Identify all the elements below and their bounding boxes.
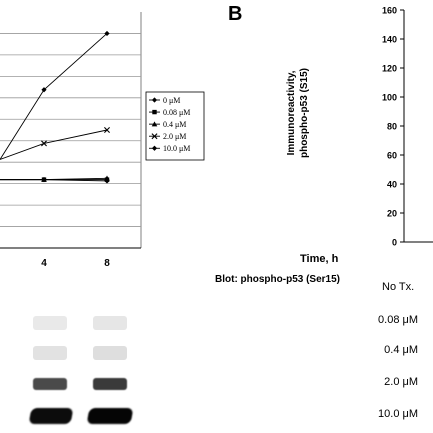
dose-label-0-08: 0.08 μM: [378, 314, 418, 326]
blot-title: Blot: phospho-p53 (Ser15): [215, 274, 341, 285]
data-point-marker: [151, 121, 158, 127]
blot-band: [28, 408, 74, 424]
data-point-marker: [104, 30, 110, 37]
no-tx-label: No Tx.: [382, 281, 415, 293]
blot-band: [93, 316, 127, 330]
panel-b-y-tick-label: 80: [387, 122, 397, 132]
x-tick-label: 4: [41, 258, 47, 269]
panel-a-series: [0, 30, 110, 184]
western-blot: [0, 300, 150, 433]
blot-band: [86, 408, 134, 424]
panel-b-x-axis-label: Time, h: [300, 253, 339, 265]
dose-label-0-4: 0.4 μM: [384, 344, 418, 356]
data-point-marker: [151, 97, 158, 103]
panel-b-y-axis-label-line1: Immunoreactivity,: [286, 70, 297, 156]
data-point-marker: [151, 133, 158, 140]
panel-a-legend: 0 μM 0.08 μM 0.4 μM 2.0 μM 10.0 μM: [145, 91, 205, 161]
data-point-marker: [104, 178, 110, 184]
blot-band: [33, 316, 67, 330]
data-point-marker: [104, 127, 110, 133]
panel-b-y-axis-label: Immunoreactivity, phospho-p53 (S15): [285, 28, 311, 198]
blot-band: [93, 346, 127, 360]
panel-b-y-tick-label: 40: [387, 180, 397, 190]
data-point-marker: [152, 109, 157, 115]
legend-entry: 2.0 μM: [163, 132, 186, 141]
x-tick-label: 8: [104, 258, 110, 269]
panel-b-letter: B: [228, 3, 243, 25]
dose-label-10-0: 10.0 μM: [378, 408, 418, 420]
data-point-marker: [104, 175, 110, 181]
panel-a-gridlines: [0, 12, 142, 249]
legend-entry: 0 μM: [163, 96, 180, 105]
panel-b-y-tick-label: 20: [387, 209, 397, 219]
panel-b-y-tick-label: 160: [382, 6, 397, 16]
legend-entry: 0.08 μM: [163, 108, 190, 117]
data-point-marker: [151, 145, 158, 151]
blot-band: [33, 346, 67, 360]
data-point-marker: [41, 140, 47, 147]
blot-band: [93, 378, 127, 390]
panel-b-y-tick-label: 140: [382, 35, 397, 45]
panel-b-y-axis-label-line2: phospho-p53 (S15): [299, 68, 310, 159]
data-point-marker: [41, 87, 47, 93]
panel-b-y-tick-label: 0: [392, 238, 397, 248]
data-point-marker: [41, 177, 47, 183]
panel-b-y-tick-label: 120: [382, 64, 397, 74]
legend-entry: 0.4 μM: [163, 120, 186, 129]
legend-entry: 10.0 μM: [163, 144, 190, 153]
blot-band: [33, 378, 67, 390]
panel-b-y-tick-label: 100: [382, 93, 397, 103]
panel-b-y-tick-label: 60: [387, 151, 397, 161]
dose-label-2-0: 2.0 μM: [384, 376, 418, 388]
panel-b-axis: 0 20 40 60 80 100 120 140 160: [382, 6, 433, 248]
